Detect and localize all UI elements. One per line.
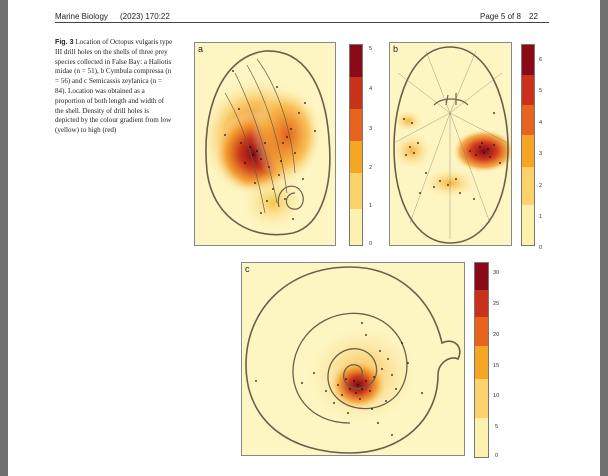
page-number: 22 [529,12,538,21]
panel-c-semicassis: c [241,262,465,456]
panel-b-plot [390,46,511,244]
journal-page: Marine Biology (2023) 170:22 Page 5 of 8… [8,0,600,476]
colorbar-b-tick: 2 [539,183,543,189]
colorbar-a-tick: 2 [369,165,373,171]
colorbar-a-tick: 3 [369,126,373,132]
colorbar-c-tick: 30 [493,270,500,276]
figure-label: Fig. 3 [55,38,74,46]
colorbar-a [349,44,363,246]
panel-a-plot [199,50,331,236]
colorbar-a-tick: 1 [369,203,373,209]
panel-c-label: c [245,264,250,274]
figure-caption: Fig. 3 Location of Octopus vulgaris type… [55,38,173,136]
colorbar-b-tick: 0 [539,245,543,251]
colorbar-b [521,44,535,246]
panel-b-cymbula: b [389,42,512,246]
colorbar-c-tick: 0 [495,453,499,459]
colorbar-b-tick: 5 [539,88,543,94]
colorbar-c-tick: 10 [493,393,500,399]
panel-b-label: b [393,44,399,54]
colorbar-b-tick: 4 [539,120,543,126]
colorbar-c-tick: 5 [495,424,499,430]
colorbar-c-tick: 15 [493,363,500,369]
panel-a-haliotis: a [194,42,336,246]
caption-text: Location of Octopus vulgaris type III dr… [55,38,173,135]
colorbar-a-tick: 5 [369,46,373,52]
journal-issue: (2023) 170:22 [120,12,170,21]
colorbar-b-tick: 6 [539,57,543,63]
colorbar-a-tick: 4 [369,86,373,92]
colorbar-b-tick: 1 [539,214,543,220]
panel-a-label: a [198,44,204,54]
colorbar-c-tick: 25 [493,301,500,307]
panel-c-plot [245,266,461,454]
colorbar-a-tick: 0 [369,241,373,247]
colorbar-c-tick: 20 [493,332,500,338]
colorbar-b-tick: 3 [539,151,543,157]
colorbar-c [474,262,489,458]
header-rule [55,22,549,23]
journal-name: Marine Biology [55,12,108,21]
page-indicator: Page 5 of 8 [480,12,521,21]
